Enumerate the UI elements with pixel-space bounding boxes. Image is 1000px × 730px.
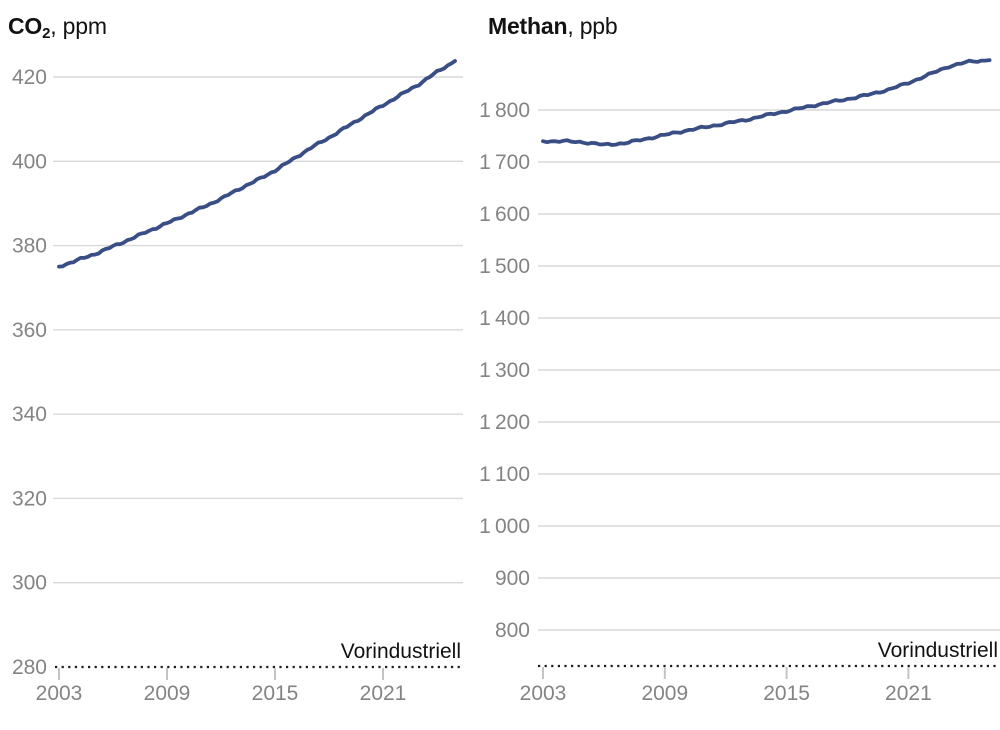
- methane-title-unit: , ppb: [567, 13, 618, 39]
- x-axis-tick-label: 2003: [36, 682, 83, 705]
- y-axis-tick-label: 1 100: [480, 463, 530, 486]
- co2-title-unit: , ppm: [50, 13, 107, 39]
- co2-chart-canvas: 420 400 380 360 340 320 300 280 Vorindustriell 20…: [12, 59, 463, 705]
- methane-chart: Methan, ppb 1 800 1 700 1 600 1 500 1 400 1 3…: [480, 0, 1000, 730]
- baseline-annotation: Vorindustriell: [878, 639, 998, 662]
- co2-title-main: CO: [8, 13, 43, 39]
- baseline-value-label: 280: [12, 656, 47, 679]
- x-axis-tick-label: 2021: [360, 682, 407, 705]
- methane-chart-canvas: 1 800 1 700 1 600 1 500 1 400 1 300 1 200 1 100…: [480, 58, 1000, 705]
- baseline-annotation: Vorindustriell: [341, 640, 461, 663]
- y-axis-tick-label: 1 400: [480, 307, 530, 330]
- y-axis-tick-label: 320: [12, 487, 47, 510]
- y-axis-tick-label: 1 800: [480, 99, 530, 122]
- y-axis-tick-label: 400: [12, 150, 47, 173]
- y-axis-tick-label: 1 500: [480, 255, 530, 278]
- x-axis-tick-label: 2009: [144, 682, 191, 705]
- x-axis-tick-label: 2021: [885, 682, 932, 705]
- y-axis-tick-label: 340: [12, 403, 47, 426]
- co2-chart: CO2, ppm 420 400 380 360 340 320 300 280 Vorindu…: [0, 0, 470, 730]
- data-line: [57, 59, 457, 269]
- x-axis-tick-label: 2015: [763, 682, 810, 705]
- co2-title-subscript: 2: [42, 25, 51, 42]
- x-axis-tick-label: 2015: [252, 682, 299, 705]
- y-axis-tick-label: 900: [495, 567, 530, 590]
- y-axis-tick-label: 1 200: [480, 411, 530, 434]
- y-axis-tick-label: 300: [12, 572, 47, 595]
- x-axis-tick-label: 2009: [641, 682, 688, 705]
- y-axis-tick-label: 1 300: [480, 359, 530, 382]
- y-axis-tick-label: 1 000: [480, 515, 530, 538]
- methane-title-main: Methan: [488, 13, 568, 39]
- y-axis-tick-label: 1 600: [480, 203, 530, 226]
- x-axis-tick-label: 2003: [520, 682, 567, 705]
- y-axis-tick-label: 360: [12, 319, 47, 342]
- co2-chart-title: CO2, ppm: [8, 13, 107, 42]
- methane-chart-title: Methan, ppb: [488, 13, 618, 42]
- y-axis-tick-label: 380: [12, 235, 47, 258]
- y-axis-tick-label: 1 700: [480, 151, 530, 174]
- y-axis-tick-label: 800: [495, 619, 530, 642]
- data-line: [541, 58, 992, 147]
- y-axis-tick-label: 420: [12, 66, 47, 89]
